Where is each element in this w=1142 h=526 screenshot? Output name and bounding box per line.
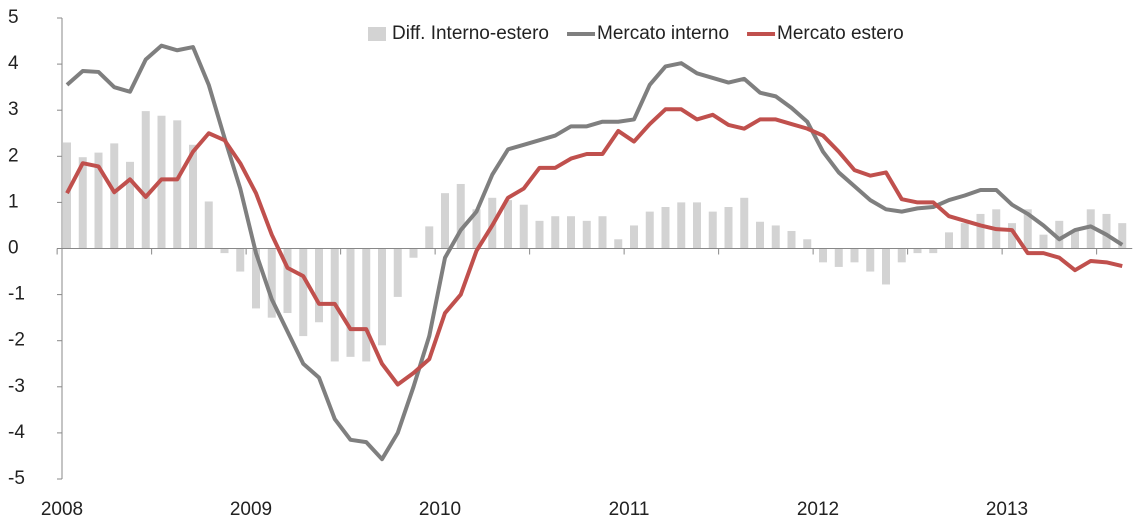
bar xyxy=(771,225,780,249)
bar xyxy=(740,197,749,249)
bar xyxy=(78,157,87,249)
bar xyxy=(913,248,922,254)
bar xyxy=(63,142,71,249)
bar xyxy=(425,226,434,249)
y-tick-label: 4 xyxy=(8,53,19,74)
bar xyxy=(362,248,371,362)
bar xyxy=(976,213,985,249)
bar xyxy=(551,216,560,249)
bar xyxy=(693,202,701,249)
legend-label: Mercato interno xyxy=(597,23,729,44)
bar xyxy=(378,248,386,346)
bar xyxy=(756,221,764,249)
bar xyxy=(661,207,670,249)
y-tick-label: -3 xyxy=(8,376,25,397)
bar xyxy=(110,143,119,249)
line xyxy=(65,107,1123,387)
bar xyxy=(850,248,859,263)
legend-label: Diff. Interno-estero xyxy=(392,23,549,44)
bar xyxy=(945,232,953,249)
bar xyxy=(1086,209,1095,249)
bar xyxy=(94,152,103,249)
bar xyxy=(519,204,528,249)
bar xyxy=(614,239,623,249)
bar xyxy=(456,183,465,249)
bar xyxy=(1102,213,1111,249)
bar xyxy=(126,161,134,249)
bar xyxy=(236,248,245,272)
bar xyxy=(346,248,355,357)
y-tick-label: 5 xyxy=(8,7,19,28)
legend-swatch xyxy=(368,27,386,41)
bar xyxy=(630,225,638,249)
bar xyxy=(582,220,591,249)
bar xyxy=(645,211,654,249)
y-tick-label: -1 xyxy=(8,284,25,305)
bar xyxy=(960,223,969,249)
bar xyxy=(393,248,402,297)
y-tick-label: 3 xyxy=(8,99,19,120)
bar xyxy=(1008,223,1016,249)
bar xyxy=(141,111,150,249)
bar xyxy=(598,216,607,249)
bar xyxy=(189,144,197,249)
y-tick-label: 2 xyxy=(8,145,19,166)
x-tick-label: 2012 xyxy=(797,499,839,520)
x-tick-label: 2009 xyxy=(230,499,272,520)
bar xyxy=(535,220,544,249)
bar xyxy=(708,211,717,249)
bar xyxy=(267,248,276,318)
bar xyxy=(1071,230,1079,249)
line xyxy=(65,43,1124,462)
bar xyxy=(897,248,906,263)
legend-label: Mercato estero xyxy=(777,23,904,44)
bar xyxy=(929,248,938,254)
bar xyxy=(299,248,308,337)
bar xyxy=(409,248,418,258)
bar xyxy=(567,216,575,249)
bar xyxy=(283,248,292,314)
bar xyxy=(1023,209,1032,249)
bar xyxy=(252,248,260,309)
x-tick-label: 2013 xyxy=(986,499,1028,520)
bar xyxy=(787,230,796,249)
bar xyxy=(1055,220,1064,249)
bar xyxy=(724,207,733,249)
bar xyxy=(441,193,449,249)
x-tick-label: 2010 xyxy=(419,499,461,520)
bar xyxy=(803,239,812,249)
x-tick-label: 2008 xyxy=(41,499,83,520)
y-tick-label: -5 xyxy=(8,468,25,489)
y-tick-label: 1 xyxy=(8,191,19,212)
bar xyxy=(204,201,213,249)
bar xyxy=(220,248,229,254)
bar xyxy=(173,120,182,249)
y-tick-label: -2 xyxy=(8,330,25,351)
y-tick-label: 0 xyxy=(8,238,19,259)
bar xyxy=(866,248,875,272)
bar xyxy=(1118,223,1127,249)
bar xyxy=(1039,234,1048,249)
bar xyxy=(819,248,827,263)
bar xyxy=(677,202,686,249)
bar xyxy=(504,200,512,249)
bar xyxy=(472,209,481,249)
bar xyxy=(315,248,323,323)
y-tick-label: -4 xyxy=(8,422,25,443)
x-tick-label: 2011 xyxy=(609,499,650,520)
bar xyxy=(834,248,843,267)
bar xyxy=(882,248,890,285)
